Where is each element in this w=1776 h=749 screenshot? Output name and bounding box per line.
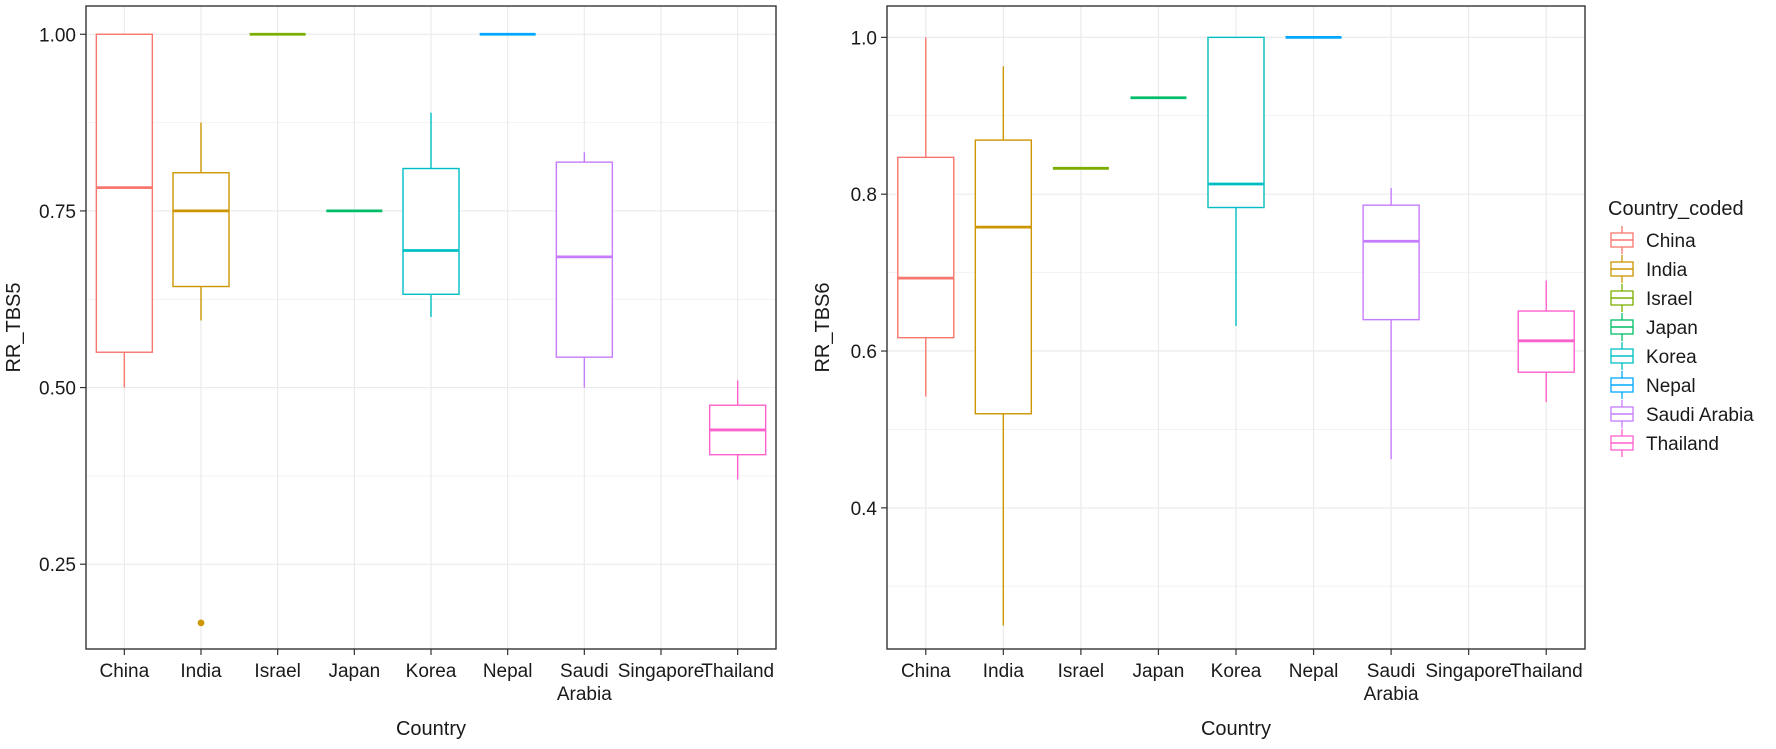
legend-label: Israel	[1646, 289, 1692, 310]
x-tick-label-korea: Korea	[1211, 661, 1262, 682]
box-saudi-arabia	[1362, 187, 1420, 460]
box-korea	[402, 112, 460, 317]
x-tick-label-saudi-arabia: Saudi Arabia	[1364, 661, 1419, 705]
x-tick-label-israel: Israel	[254, 661, 300, 682]
x-tick-label-japan: Japan	[1133, 661, 1185, 682]
y-axis-title: RR_TBS6	[812, 282, 834, 372]
x-tick-label-india: India	[983, 661, 1025, 682]
y-tick-label: 0.50	[39, 379, 76, 400]
legend-label: Thailand	[1646, 434, 1719, 455]
box-iqr	[974, 139, 1033, 415]
box-iqr	[555, 161, 614, 358]
x-tick-label-china: China	[901, 661, 951, 682]
box-thailand	[1517, 280, 1575, 402]
legend-label: Korea	[1646, 347, 1697, 368]
legend-entry-india: India	[1610, 255, 1688, 283]
box-iqr	[95, 33, 154, 353]
legend-label: China	[1646, 231, 1696, 252]
x-tick-label-japan: Japan	[328, 661, 380, 682]
legend-label: Nepal	[1646, 376, 1696, 397]
y-tick-label: 1.00	[39, 25, 76, 46]
box-iqr	[1207, 36, 1265, 209]
x-tick-label-israel: Israel	[1058, 661, 1104, 682]
y-tick-label: 0.75	[39, 202, 76, 223]
legend: Country_coded China India Israel Japan Korea N…	[1608, 198, 1754, 457]
legend-label: Saudi Arabia	[1646, 405, 1754, 426]
box-india	[974, 66, 1033, 626]
x-tick-label-nepal: Nepal	[1289, 661, 1339, 682]
left-panel: 0.25 0.50 0.75 1.00 China India Israel Japan Kor…	[3, 5, 777, 740]
x-axis-title: Country	[396, 718, 466, 740]
legend-label: Japan	[1646, 318, 1698, 339]
y-tick-label: 0.25	[39, 555, 76, 576]
box-thailand	[708, 380, 767, 480]
legend-entry-japan: Japan	[1610, 313, 1698, 341]
y-axis-title: RR_TBS5	[3, 282, 25, 372]
legend-entry-saudi-arabia: Saudi Arabia	[1610, 400, 1754, 428]
x-tick-label-korea: Korea	[406, 661, 457, 682]
legend-title: Country_coded	[1608, 198, 1744, 220]
x-tick-label-saudi-arabia: Saudi Arabia	[557, 661, 612, 705]
box-china	[95, 33, 154, 388]
x-tick-label-thailand: Thailand	[1510, 661, 1583, 682]
box-iqr	[172, 172, 230, 288]
box-iqr	[1362, 204, 1420, 321]
x-tick-label-singapore: Singapore	[618, 661, 705, 682]
x-tick-label-thailand: Thailand	[701, 661, 774, 682]
legend-entry-thailand: Thailand	[1610, 429, 1719, 457]
box-china	[897, 37, 955, 397]
box-korea	[1207, 36, 1265, 326]
y-tick-label: 0.4	[851, 499, 878, 520]
y-tick-label: 0.6	[851, 342, 877, 363]
x-tick-label-china: China	[100, 661, 150, 682]
y-tick-label: 1.0	[851, 28, 877, 49]
x-axis-title: Country	[1201, 718, 1271, 740]
legend-entry-china: China	[1610, 226, 1696, 254]
legend-label: India	[1646, 260, 1688, 281]
legend-entry-nepal: Nepal	[1610, 371, 1696, 399]
right-panel: 0.4 0.6 0.8 1.0 China India Israel Japan Korea Ne…	[812, 5, 1586, 740]
legend-entry-korea: Korea	[1610, 342, 1697, 370]
box-iqr	[402, 167, 460, 295]
x-tick-label-nepal: Nepal	[483, 661, 533, 682]
box-iqr	[897, 156, 955, 339]
y-tick-label: 0.8	[851, 185, 877, 206]
x-tick-label-singapore: Singapore	[1425, 661, 1512, 682]
outlier-point	[197, 619, 205, 627]
legend-entry-israel: Israel	[1610, 284, 1692, 312]
x-tick-label-india: India	[180, 661, 222, 682]
box-india	[172, 122, 230, 627]
box-saudi-arabia	[555, 152, 614, 388]
